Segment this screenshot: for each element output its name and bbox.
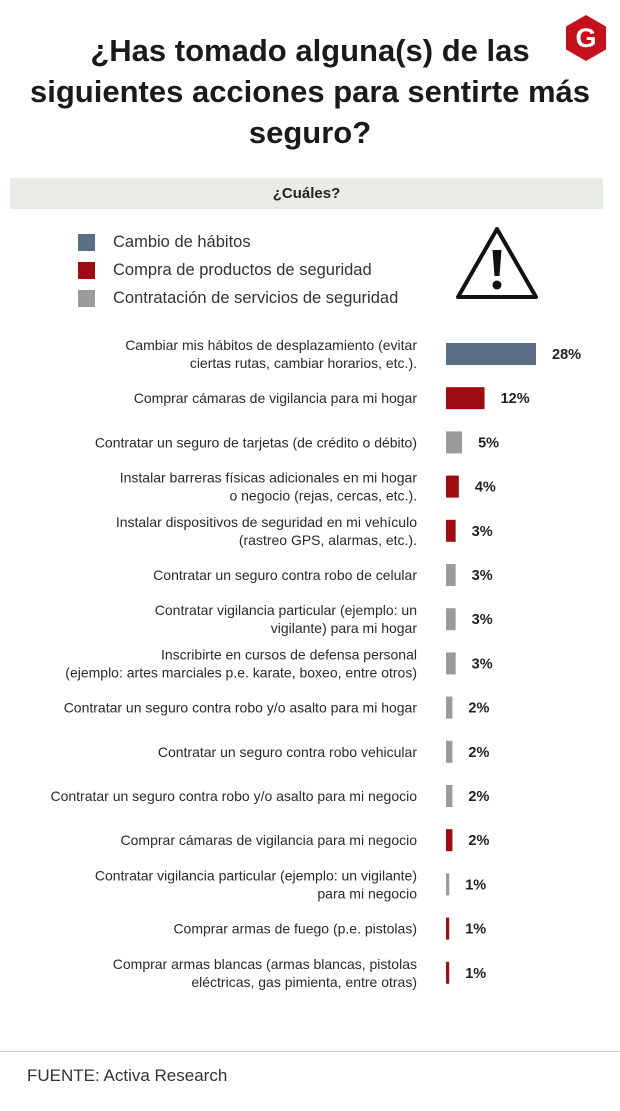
value-label: 2% <box>468 701 489 717</box>
value-label: 2% <box>468 833 489 849</box>
category-label: Contratar vigilancia particular (ejemplo… <box>95 867 417 901</box>
legend-swatch <box>78 289 95 307</box>
value-label: 3% <box>472 568 493 584</box>
value-label: 1% <box>465 922 486 938</box>
bar <box>446 873 450 896</box>
chart-title: ¿Has tomado alguna(s) de las siguientes … <box>30 33 590 150</box>
category-label-line: Contratar un seguro contra robo y/o asal… <box>64 700 418 716</box>
category-label-line: Comprar cámaras de vigilancia para mi ho… <box>134 390 418 406</box>
category-label-line: Contratar un seguro contra robo y/o asal… <box>50 788 417 804</box>
category-label: Contratar un seguro contra robo y/o asal… <box>64 700 418 716</box>
value-label: 2% <box>468 745 489 761</box>
category-label-line: (ejemplo: artes marciales p.e. karate, b… <box>65 664 417 680</box>
legend-swatch <box>78 261 95 279</box>
category-label-line: Contratar un seguro de tarjetas (de créd… <box>95 434 417 450</box>
bar <box>446 343 536 365</box>
value-label: 4% <box>475 480 496 496</box>
value-label: 3% <box>472 612 493 628</box>
category-label: Contratar un seguro de tarjetas (de créd… <box>95 434 417 450</box>
legend: Cambio de hábitos Compra de productos de… <box>78 228 398 312</box>
bar <box>446 564 456 586</box>
bar <box>446 829 453 852</box>
bar <box>446 475 459 498</box>
category-label: Cambiar mis hábitos de desplazamiento (e… <box>125 337 417 371</box>
bar <box>446 917 450 940</box>
value-label: 12% <box>501 391 530 407</box>
value-label: 28% <box>552 347 581 363</box>
category-label: Contratar un seguro contra robo de celul… <box>153 567 417 583</box>
category-label-line: Inscribirte en cursos de defensa persona… <box>161 646 417 662</box>
category-label: Contratar un seguro contra robo y/o asal… <box>50 788 417 804</box>
category-label-line: Contratar vigilancia particular (ejemplo… <box>155 602 417 618</box>
legend-item-habits: Cambio de hábitos <box>78 228 398 256</box>
category-label: Instalar dispositivos de seguridad en mi… <box>116 514 417 548</box>
bar <box>446 387 485 410</box>
legend-label: Contratación de servicios de seguridad <box>113 288 399 307</box>
legend-label: Compra de productos de seguridad <box>113 260 372 279</box>
warning-icon <box>456 227 538 299</box>
category-label-line: vigilante) para mi hogar <box>271 620 418 636</box>
category-label: Comprar cámaras de vigilancia para mi ho… <box>134 390 418 406</box>
category-label-line: para mi negocio <box>317 885 417 901</box>
category-label: Contratar un seguro contra robo vehicula… <box>158 744 417 760</box>
bar <box>446 961 450 984</box>
category-label-line: ciertas rutas, cambiar horarios, etc.). <box>190 355 417 371</box>
category-label-line: (rastreo GPS, alarmas, etc.). <box>239 532 417 548</box>
value-label: 1% <box>465 966 486 982</box>
category-label-line: Contratar vigilancia particular (ejemplo… <box>95 867 417 883</box>
category-label-line: Comprar armas blancas (armas blancas, pi… <box>113 956 417 972</box>
category-label: Comprar armas blancas (armas blancas, pi… <box>113 956 417 990</box>
value-label: 5% <box>478 435 499 451</box>
category-label: Inscribirte en cursos de defensa persona… <box>65 646 417 680</box>
subtitle-bar: ¿Cuáles? <box>10 178 603 209</box>
value-label: 2% <box>468 789 489 805</box>
category-label-line: Contratar un seguro contra robo vehicula… <box>158 744 417 760</box>
category-label-line: o negocio (rejas, cercas, etc.). <box>229 488 417 504</box>
source-note: FUENTE: Activa Research <box>27 1066 228 1085</box>
g-logo-icon: G <box>566 15 606 61</box>
category-label: Comprar armas de fuego (p.e. pistolas) <box>173 921 417 937</box>
category-label: Instalar barreras físicas adicionales en… <box>120 470 418 504</box>
category-label: Contratar vigilancia particular (ejemplo… <box>155 602 418 636</box>
bar-chart: Cambiar mis hábitos de desplazamiento (e… <box>50 337 581 990</box>
legend-item-products: Compra de productos de seguridad <box>78 256 398 284</box>
category-label-line: eléctricas, gas pimienta, entre otras) <box>191 974 417 990</box>
bar <box>446 652 456 675</box>
category-label-line: Comprar cámaras de vigilancia para mi ne… <box>121 832 418 848</box>
bar <box>446 785 453 807</box>
bar <box>446 608 456 631</box>
category-label-line: Instalar dispositivos de seguridad en mi… <box>116 514 417 530</box>
category-label-line: Instalar barreras físicas adicionales en… <box>120 470 418 486</box>
legend-swatch <box>78 233 95 251</box>
category-label-line: Cambiar mis hábitos de desplazamiento (e… <box>125 337 417 353</box>
logo-hexagon <box>566 15 606 61</box>
category-label-line: Comprar armas de fuego (p.e. pistolas) <box>173 921 417 937</box>
bar <box>446 519 456 542</box>
footer-divider <box>0 1051 620 1052</box>
logo-letter: G <box>575 23 596 53</box>
value-label: 3% <box>472 656 493 672</box>
legend-item-services: Contratación de servicios de seguridad <box>78 284 398 312</box>
legend-label: Cambio de hábitos <box>113 232 251 251</box>
category-label: Comprar cámaras de vigilancia para mi ne… <box>121 832 418 848</box>
value-label: 1% <box>465 877 486 893</box>
subtitle: ¿Cuáles? <box>272 185 341 202</box>
bar <box>446 740 453 763</box>
bar <box>446 431 463 454</box>
category-label-line: Contratar un seguro contra robo de celul… <box>153 567 417 583</box>
value-label: 3% <box>472 524 493 540</box>
bar <box>446 696 453 719</box>
